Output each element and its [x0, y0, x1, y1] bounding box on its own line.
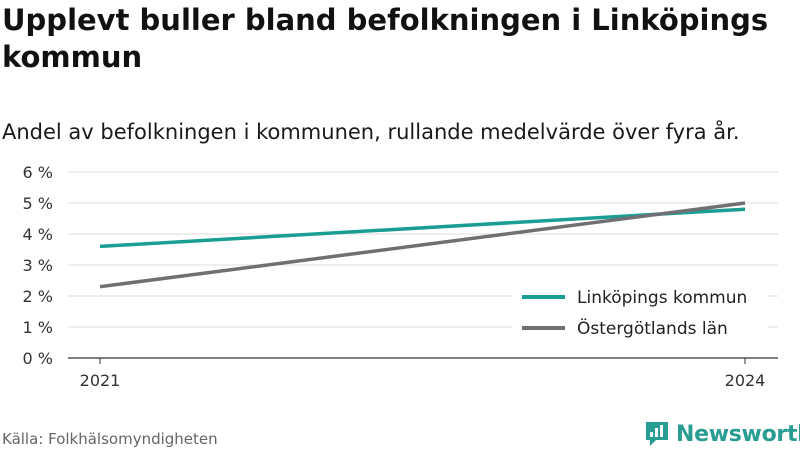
legend: Linköpings kommun Östergötlands län	[512, 280, 768, 339]
x-tick-label: 2024	[725, 371, 766, 390]
x-axis-ticks: 2021 2024	[80, 358, 766, 390]
gridlines	[68, 171, 778, 359]
brand-name: Newsworthy	[676, 421, 800, 447]
chart-title: Upplevt buller bland befolkningen i Link…	[2, 3, 769, 74]
legend-label: Östergötlands län	[577, 317, 728, 339]
y-tick-label: 2 %	[23, 287, 53, 306]
series-lines	[99, 201, 746, 289]
y-axis-ticks: 0 % 1 % 2 % 3 % 4 % 5 % 6 %	[23, 163, 53, 368]
y-tick-label: 1 %	[23, 318, 53, 337]
bar-chart-logo-icon	[646, 422, 668, 446]
y-tick-label: 6 %	[23, 163, 53, 182]
series-line-ostergotland	[99, 201, 746, 289]
y-tick-label: 4 %	[23, 225, 53, 244]
x-tick-label: 2021	[80, 371, 121, 390]
chart-subtitle: Andel av befolkningen i kommunen, rullan…	[2, 120, 740, 144]
brand-logo: Newsworthy	[644, 419, 800, 449]
y-tick-label: 5 %	[23, 194, 53, 213]
legend-background	[512, 311, 768, 339]
legend-label: Linköpings kommun	[577, 288, 747, 308]
legend-background	[512, 280, 768, 308]
source-note: Källa: Folkhälsomyndigheten	[2, 430, 218, 448]
y-tick-label: 3 %	[23, 256, 53, 275]
y-tick-label: 0 %	[23, 349, 53, 368]
line-chart: 0 % 1 % 2 % 3 % 4 % 5 % 6 % 2021 2024 Linköping…	[23, 163, 778, 390]
